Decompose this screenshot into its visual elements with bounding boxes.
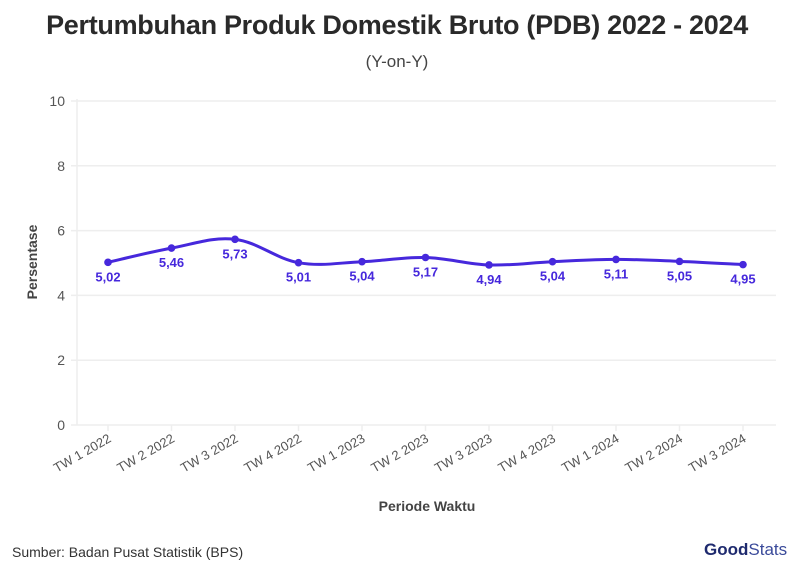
y-tick-label: 2 (57, 352, 65, 368)
x-tick-label: TW 1 2023 (305, 431, 368, 476)
x-tick-label: TW 1 2022 (51, 431, 114, 476)
x-tick-label: TW 4 2022 (241, 431, 304, 476)
data-label: 4,95 (730, 272, 755, 287)
y-tick-label: 8 (57, 158, 65, 174)
y-tick-label: 4 (57, 287, 65, 303)
data-point[interactable] (548, 257, 557, 266)
data-label: 5,73 (222, 246, 247, 261)
data-label: 5,11 (604, 266, 629, 281)
data-points (104, 235, 747, 269)
data-point[interactable] (167, 244, 176, 252)
goodstats-logo: GoodStats (704, 540, 787, 560)
logo-good: Good (704, 540, 749, 559)
data-point[interactable] (358, 257, 366, 266)
x-axis-ticks: TW 1 2022 TW 2 2022 TW 3 2022 TW 4 2022 TW 1… (51, 431, 749, 476)
data-label: 5,46 (159, 255, 184, 270)
data-label: 5,01 (286, 270, 311, 285)
x-tick-label: TW 4 2023 (495, 431, 558, 476)
data-label: 5,04 (540, 269, 566, 284)
x-tick-label: TW 1 2024 (559, 431, 622, 476)
data-labels: 5,02 5,46 5,73 5,01 5,04 5,17 4,94 5,04 5,11 5,05… (95, 246, 755, 287)
source-note: Sumber: Badan Pusat Statistik (BPS) (12, 544, 244, 560)
data-point[interactable] (485, 261, 493, 269)
y-tick-label: 0 (57, 417, 65, 433)
x-tick-label: TW 3 2024 (686, 431, 749, 476)
gridlines (71, 99, 776, 431)
data-label: 5,05 (667, 268, 692, 283)
y-axis-title: Persentase (24, 224, 40, 299)
data-label: 5,02 (95, 269, 120, 284)
y-tick-label: 6 (57, 223, 65, 239)
data-point[interactable] (612, 255, 620, 264)
data-point[interactable] (739, 260, 747, 269)
data-point[interactable] (104, 258, 112, 267)
data-label: 5,17 (413, 264, 438, 279)
x-axis-title: Periode Waktu (379, 498, 476, 514)
y-tick-label: 10 (49, 93, 65, 109)
x-tick-label: TW 3 2022 (178, 431, 241, 476)
x-tick-label: TW 2 2022 (114, 431, 177, 476)
data-point[interactable] (421, 253, 430, 262)
chart-title: Pertumbuhan Produk Domestik Bruto (PDB) … (46, 10, 748, 40)
data-label: 4,94 (476, 272, 502, 287)
x-tick-label: TW 2 2023 (368, 431, 431, 476)
x-tick-label: TW 3 2023 (432, 431, 495, 476)
logo-stats: Stats (748, 540, 788, 559)
data-label: 5,04 (349, 269, 375, 284)
data-point[interactable] (675, 257, 684, 266)
data-line (107, 237, 744, 267)
data-point[interactable] (231, 235, 239, 244)
chart-subtitle: (Y-on-Y) (365, 52, 429, 71)
x-tick-label: TW 2 2024 (622, 431, 685, 476)
y-axis-ticks: 0 2 4 6 8 10 (49, 93, 65, 433)
data-point[interactable] (294, 258, 303, 267)
